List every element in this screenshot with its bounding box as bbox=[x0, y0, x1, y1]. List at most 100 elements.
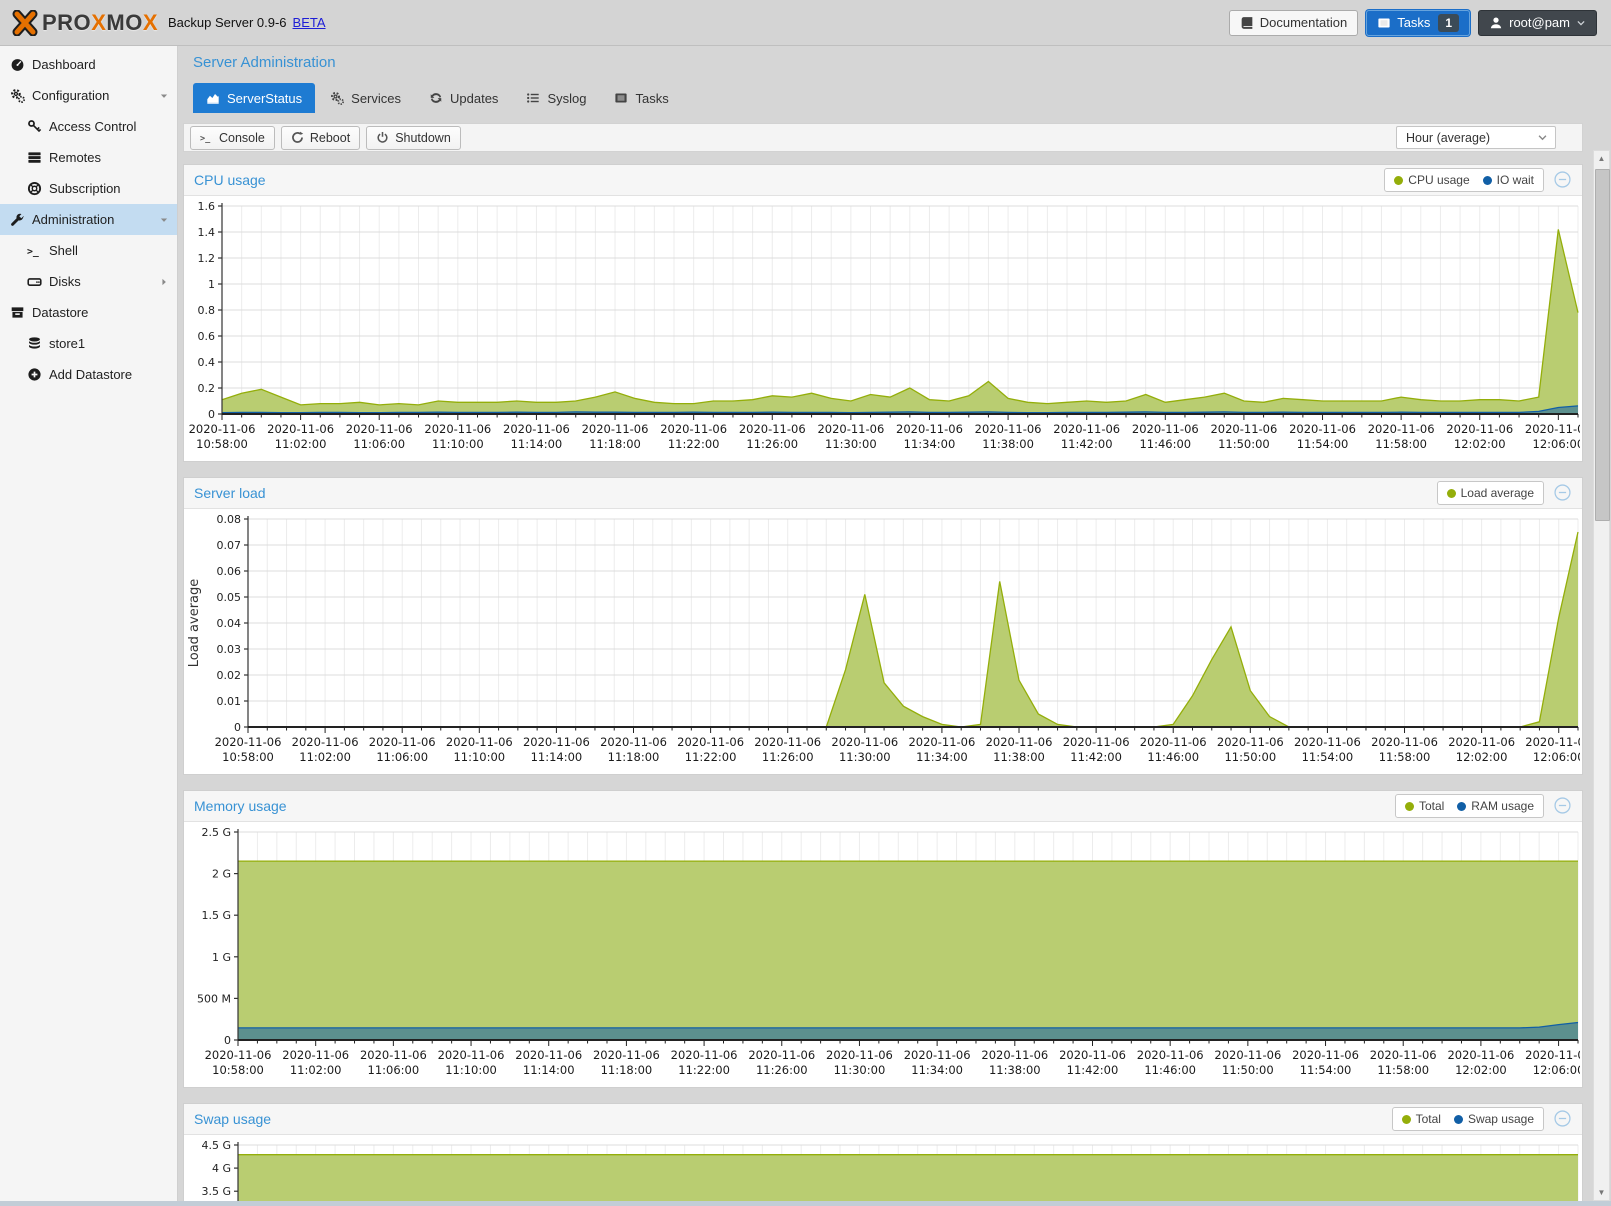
tab-services[interactable]: Services bbox=[317, 83, 414, 113]
sidebar-item-dashboard[interactable]: Dashboard bbox=[0, 49, 177, 80]
legend-dot bbox=[1401, 1114, 1411, 1124]
tasks-icon bbox=[1377, 16, 1391, 30]
beta-link[interactable]: BETA bbox=[292, 15, 326, 30]
legend-dot bbox=[1453, 1114, 1463, 1124]
listalt-icon bbox=[614, 91, 628, 105]
svg-text:11:46:00: 11:46:00 bbox=[1139, 437, 1191, 451]
sidebar-item-label: Remotes bbox=[49, 150, 102, 165]
legend-dot bbox=[1446, 488, 1456, 498]
svg-text:2020-11-06: 2020-11-06 bbox=[1132, 422, 1199, 436]
tab-label: Updates bbox=[450, 90, 499, 106]
book-icon bbox=[1240, 16, 1254, 30]
svg-text:2020-11-06: 2020-11-06 bbox=[896, 422, 963, 436]
tab-bar: ServerStatus Services Updates Syslog Tasks bbox=[193, 83, 1583, 113]
legend-item-load-average[interactable]: Load average bbox=[1446, 486, 1534, 500]
svg-text:11:06:00: 11:06:00 bbox=[376, 750, 428, 764]
svg-text:2020-11-06: 2020-11-06 bbox=[831, 735, 898, 749]
svg-text:2020-11-06: 2020-11-06 bbox=[282, 1048, 349, 1062]
datastore-icon bbox=[10, 305, 25, 320]
timeframe-value: Hour (average) bbox=[1406, 130, 1491, 145]
console-button[interactable]: >_ Console bbox=[190, 125, 275, 150]
sidebar-item-add-datastore[interactable]: Add Datastore bbox=[0, 359, 177, 390]
legend-label: CPU usage bbox=[1408, 173, 1470, 187]
user-menu-label: root@pam bbox=[1509, 15, 1570, 30]
sidebar-item-disks[interactable]: Disks bbox=[0, 266, 177, 297]
svg-text:2020-11-06: 2020-11-06 bbox=[748, 1048, 815, 1062]
sidebar-nav: Dashboard Configuration Access Control Remo… bbox=[0, 45, 178, 1206]
tab-serverstatus[interactable]: ServerStatus bbox=[193, 83, 316, 113]
legend-label: RAM usage bbox=[1471, 799, 1534, 813]
svg-text:11:22:00: 11:22:00 bbox=[668, 437, 720, 451]
svg-text:2020-11-06: 2020-11-06 bbox=[600, 735, 667, 749]
tab-syslog[interactable]: Syslog bbox=[513, 83, 599, 113]
collapse-panel-icon[interactable] bbox=[1554, 1110, 1571, 1127]
legend-dot bbox=[1404, 801, 1414, 811]
terminal-icon: >_ bbox=[200, 131, 213, 144]
vertical-scrollbar[interactable]: ▲ ▼ bbox=[1593, 150, 1610, 1201]
svg-text:11:22:00: 11:22:00 bbox=[678, 1063, 730, 1077]
sidebar-item-remotes[interactable]: Remotes bbox=[0, 142, 177, 173]
sidebar-item-subscription[interactable]: Subscription bbox=[0, 173, 177, 204]
scrollbar-thumb[interactable] bbox=[1595, 169, 1610, 521]
user-icon bbox=[1489, 16, 1503, 30]
svg-text:0.03: 0.03 bbox=[217, 643, 242, 656]
svg-text:2020-11-06: 2020-11-06 bbox=[1140, 735, 1207, 749]
reboot-button[interactable]: Reboot bbox=[280, 125, 361, 150]
collapse-panel-icon[interactable] bbox=[1554, 797, 1571, 814]
shutdown-button[interactable]: Shutdown bbox=[366, 125, 461, 150]
svg-text:11:26:00: 11:26:00 bbox=[762, 750, 814, 764]
legend-item-ram-usage[interactable]: RAM usage bbox=[1457, 799, 1534, 813]
collapse-panel-icon[interactable] bbox=[1554, 484, 1571, 501]
svg-text:2020-11-06: 2020-11-06 bbox=[677, 735, 744, 749]
panel-cpu: CPU usage CPU usage IO wait 0 0.2 0.4 0.6 0.8 1 1… bbox=[183, 164, 1583, 462]
chart-legend: Total Swap usage bbox=[1391, 1107, 1544, 1131]
tab-label: Syslog bbox=[547, 90, 587, 106]
legend-label: Total bbox=[1415, 1112, 1441, 1126]
svg-text:1 G: 1 G bbox=[212, 951, 231, 964]
legend-item-swap-usage[interactable]: Swap usage bbox=[1453, 1112, 1534, 1126]
svg-text:0: 0 bbox=[208, 408, 215, 421]
scroll-up-arrow[interactable]: ▲ bbox=[1597, 154, 1606, 163]
svg-text:2020-11-06: 2020-11-06 bbox=[438, 1048, 505, 1062]
scroll-down-arrow[interactable]: ▼ bbox=[1597, 1188, 1606, 1197]
caret-right-icon bbox=[159, 277, 169, 287]
svg-text:11:42:00: 11:42:00 bbox=[1061, 437, 1113, 451]
legend-dot bbox=[1394, 175, 1404, 185]
sidebar-item-administration[interactable]: Administration bbox=[0, 204, 177, 235]
svg-text:11:54:00: 11:54:00 bbox=[1300, 1063, 1352, 1077]
remotes-icon bbox=[27, 150, 42, 165]
tasks-button[interactable]: Tasks 1 bbox=[1366, 9, 1471, 36]
tab-tasks[interactable]: Tasks bbox=[601, 83, 681, 113]
sidebar-item-access-control[interactable]: Access Control bbox=[0, 111, 177, 142]
legend-item-total[interactable]: Total bbox=[1404, 799, 1444, 813]
panel-load: Server load Load average 0 0.01 0.02 0.03 0.04… bbox=[183, 477, 1583, 775]
user-menu-button[interactable]: root@pam bbox=[1478, 9, 1597, 36]
tasks-count-badge: 1 bbox=[1438, 13, 1460, 32]
svg-text:2020-11-06: 2020-11-06 bbox=[523, 735, 590, 749]
legend-label: Load average bbox=[1460, 486, 1534, 500]
sidebar-item-store1[interactable]: store1 bbox=[0, 328, 177, 359]
collapse-panel-icon[interactable] bbox=[1554, 171, 1571, 188]
svg-text:2020-11-06: 2020-11-06 bbox=[503, 422, 570, 436]
lifering-icon bbox=[27, 181, 42, 196]
svg-text:2020-11-06: 2020-11-06 bbox=[1448, 735, 1515, 749]
legend-item-io-wait[interactable]: IO wait bbox=[1482, 173, 1534, 187]
sidebar-item-datastore[interactable]: Datastore bbox=[0, 297, 177, 328]
svg-text:0: 0 bbox=[234, 721, 241, 734]
documentation-button[interactable]: Documentation bbox=[1228, 9, 1359, 36]
sidebar-item-shell[interactable]: >_ Shell bbox=[0, 235, 177, 266]
legend-item-cpu-usage[interactable]: CPU usage bbox=[1394, 173, 1470, 187]
sidebar-item-label: Subscription bbox=[49, 181, 121, 196]
svg-text:2020-11-06: 2020-11-06 bbox=[360, 1048, 427, 1062]
svg-text:11:34:00: 11:34:00 bbox=[911, 1063, 963, 1077]
timeframe-select[interactable]: Hour (average) bbox=[1396, 126, 1556, 149]
sidebar-item-label: Access Control bbox=[49, 119, 137, 134]
svg-text:0: 0 bbox=[224, 1034, 231, 1047]
sidebar-item-configuration[interactable]: Configuration bbox=[0, 80, 177, 111]
svg-text:>_: >_ bbox=[27, 247, 39, 258]
sidebar-item-label: Administration bbox=[32, 212, 115, 227]
tab-label: Tasks bbox=[635, 90, 669, 106]
panel-header: CPU usage CPU usage IO wait bbox=[184, 165, 1582, 196]
legend-item-total[interactable]: Total bbox=[1401, 1112, 1441, 1126]
tab-updates[interactable]: Updates bbox=[416, 83, 511, 113]
